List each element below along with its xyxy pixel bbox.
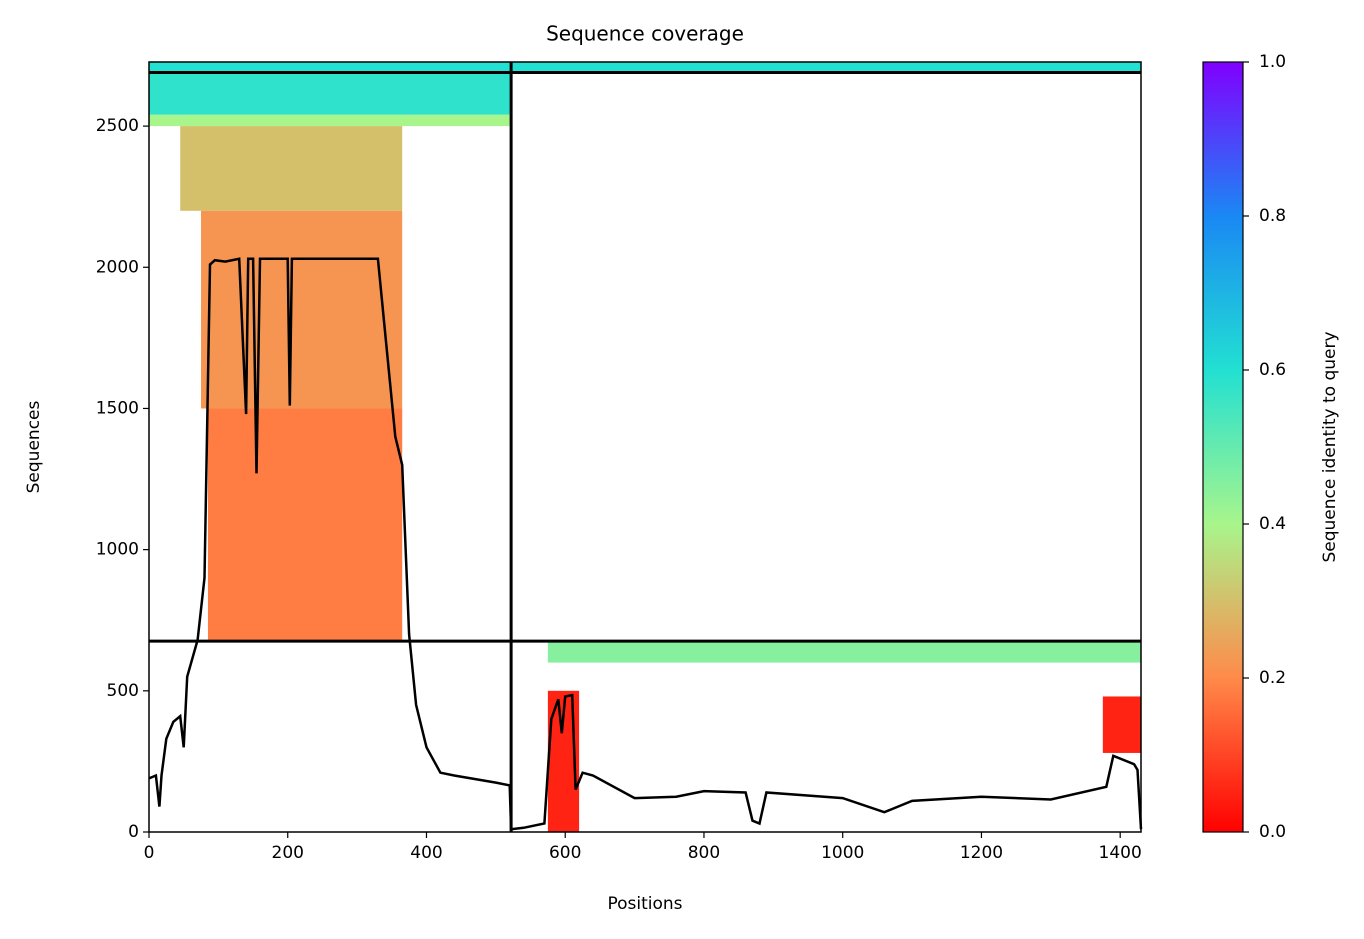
colorbar-tick-label: 0.4 <box>1259 514 1286 534</box>
y-tick-label: 0 <box>128 822 139 842</box>
plot-frame <box>148 61 1142 833</box>
x-tick-label: 1200 <box>960 843 1003 863</box>
colorbar-tick-label: 0.6 <box>1259 360 1286 380</box>
x-tick-label: 400 <box>410 843 442 863</box>
colorbar <box>1202 61 1244 833</box>
identity-block <box>1102 696 1141 753</box>
identity-block <box>201 210 403 409</box>
x-tick-label: 200 <box>272 843 304 863</box>
y-tick-label: 1000 <box>96 540 139 560</box>
identity-block <box>149 72 512 115</box>
identity-block <box>511 62 1141 73</box>
x-tick-label: 800 <box>688 843 720 863</box>
identity-block <box>149 62 512 73</box>
colorbar-tick-label: 1.0 <box>1259 52 1286 72</box>
y-tick-label: 1500 <box>96 398 139 418</box>
colorbar-label: Sequence identity to query <box>1320 331 1340 562</box>
identity-block <box>149 114 510 127</box>
y-axis-label: Sequences <box>24 401 44 494</box>
colorbar-tick-label: 0.0 <box>1259 822 1286 842</box>
chart-title: Sequence coverage <box>546 22 744 46</box>
x-tick-label: 1400 <box>1099 843 1142 863</box>
colorbar-tick-label: 0.8 <box>1259 206 1286 226</box>
identity-block <box>207 408 403 642</box>
y-tick-label: 2500 <box>96 116 139 136</box>
identity-block <box>180 126 403 211</box>
y-tick-label: 500 <box>107 681 139 701</box>
y-tick-label: 2000 <box>96 257 139 277</box>
x-tick-label: 1000 <box>821 843 864 863</box>
coverage-line <box>148 257 1143 831</box>
identity-block <box>547 641 1141 663</box>
x-tick-label: 600 <box>549 843 581 863</box>
x-axis-label: Positions <box>607 894 682 914</box>
colorbar-tick-label: 0.2 <box>1259 668 1286 688</box>
x-tick-label: 0 <box>144 843 155 863</box>
